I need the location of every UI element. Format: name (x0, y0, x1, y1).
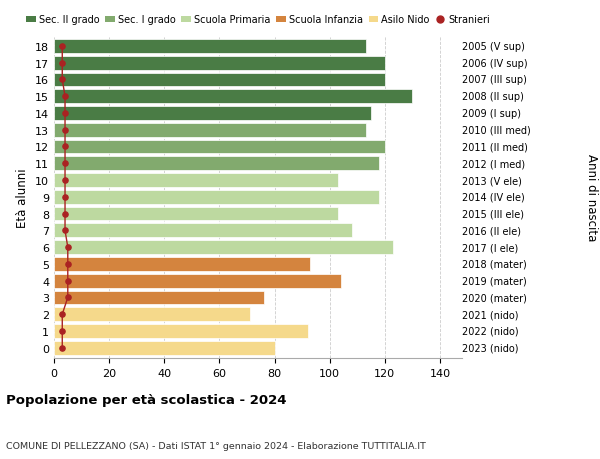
Text: 2015 (III ele): 2015 (III ele) (462, 209, 524, 219)
Point (60, 177, 70, 185)
Text: 2010 (III med): 2010 (III med) (462, 125, 531, 135)
Legend: Sec. II grado, Sec. I grado, Scuola Primaria, Scuola Infanzia, Asilo Nido, Stran: Sec. II grado, Sec. I grado, Scuola Prim… (26, 16, 490, 25)
Bar (54, 308, 250, 321)
Bar (54, 325, 308, 338)
Point (58, 60, 67, 67)
Point (58, 77, 67, 84)
Text: 2007 (III sup): 2007 (III sup) (462, 75, 527, 85)
Point (63, 277, 73, 285)
Text: Anni di nascita: Anni di nascita (584, 154, 598, 241)
Bar (54, 73, 385, 87)
Point (58, 344, 67, 352)
Text: 2021 (nido): 2021 (nido) (462, 309, 518, 319)
Point (60, 210, 70, 218)
Bar (54, 341, 275, 355)
Bar (54, 207, 338, 221)
Text: 2016 (II ele): 2016 (II ele) (462, 226, 521, 236)
Bar (54, 140, 385, 154)
Text: Popolazione per età scolastica - 2024: Popolazione per età scolastica - 2024 (6, 393, 287, 406)
Text: 2009 (I sup): 2009 (I sup) (462, 109, 521, 119)
Point (63, 261, 73, 268)
Bar (54, 56, 385, 70)
Text: 2018 (mater): 2018 (mater) (462, 259, 527, 269)
Bar (54, 157, 379, 171)
Text: 2017 (I ele): 2017 (I ele) (462, 243, 518, 252)
Point (60, 127, 70, 134)
Text: 2013 (V ele): 2013 (V ele) (462, 176, 522, 185)
Point (63, 294, 73, 302)
Point (63, 244, 73, 251)
Point (60, 93, 70, 101)
Bar (54, 174, 338, 187)
Bar (54, 241, 393, 254)
Text: 2006 (IV sup): 2006 (IV sup) (462, 58, 527, 68)
Bar (54, 224, 352, 238)
Bar (54, 257, 310, 271)
Point (58, 311, 67, 318)
Text: 2005 (V sup): 2005 (V sup) (462, 42, 525, 52)
Bar (54, 107, 371, 121)
Point (60, 144, 70, 151)
Bar (54, 40, 365, 54)
Text: 2014 (IV ele): 2014 (IV ele) (462, 192, 525, 202)
Point (58, 328, 67, 335)
Bar (54, 291, 263, 305)
Text: 2022 (nido): 2022 (nido) (462, 326, 518, 336)
Text: 2011 (II med): 2011 (II med) (462, 142, 528, 152)
Text: 2020 (mater): 2020 (mater) (462, 293, 527, 303)
Text: 2008 (II sup): 2008 (II sup) (462, 92, 524, 102)
Point (60, 227, 70, 235)
Text: 2023 (nido): 2023 (nido) (462, 343, 518, 353)
Text: COMUNE DI PELLEZZANO (SA) - Dati ISTAT 1° gennaio 2024 - Elaborazione TUTTITALIA: COMUNE DI PELLEZZANO (SA) - Dati ISTAT 1… (6, 441, 426, 450)
Point (58, 43, 67, 50)
Bar (54, 123, 365, 137)
Point (60, 160, 70, 168)
Bar (54, 274, 341, 288)
Bar (54, 190, 379, 204)
Point (60, 194, 70, 201)
Y-axis label: Età alunni: Età alunni (16, 168, 29, 227)
Bar (54, 90, 412, 104)
Point (60, 110, 70, 118)
Text: 2019 (mater): 2019 (mater) (462, 276, 527, 286)
Text: 2012 (I med): 2012 (I med) (462, 159, 525, 169)
